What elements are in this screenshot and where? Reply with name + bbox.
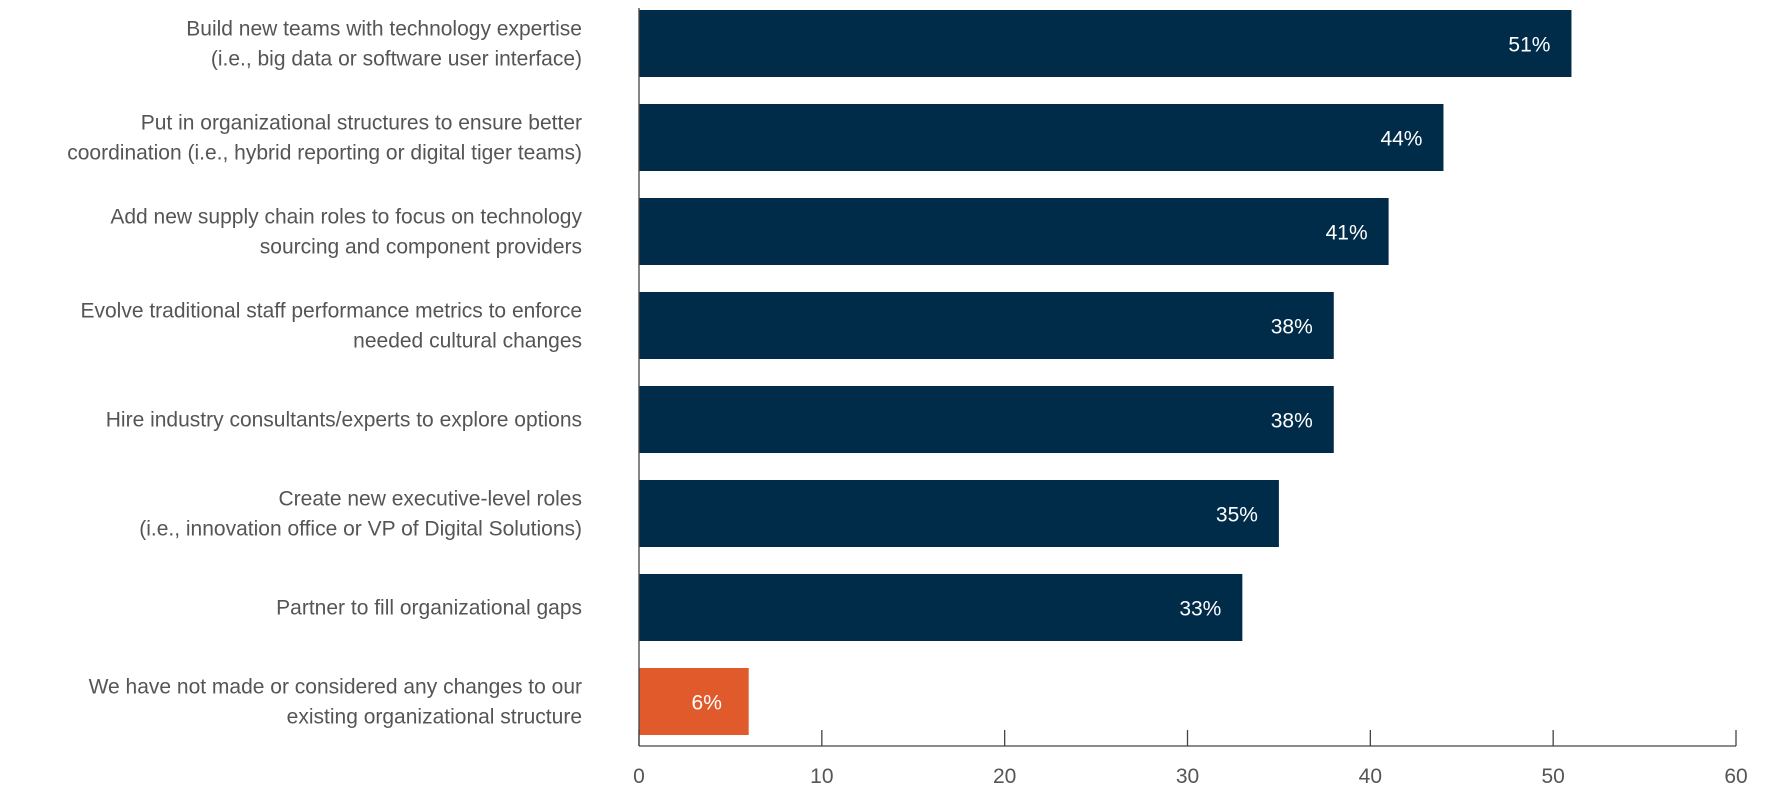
bar-8 <box>639 668 749 735</box>
category-label: needed cultural changes <box>353 330 582 353</box>
bar-6 <box>639 480 1279 547</box>
category-label: existing organizational structure <box>287 706 582 729</box>
bar-7 <box>639 574 1243 641</box>
bar-value-label: 44% <box>1380 128 1422 151</box>
bar-value-label: 35% <box>1216 504 1258 527</box>
category-label: Partner to fill organizational gaps <box>276 597 582 620</box>
category-label: sourcing and component providers <box>260 236 582 259</box>
bar-value-label: 38% <box>1271 410 1313 433</box>
bar-5 <box>639 386 1334 453</box>
category-label: We have not made or considered any chang… <box>89 676 582 699</box>
bar-4 <box>639 292 1334 359</box>
category-label: (i.e., big data or software user interfa… <box>211 48 582 71</box>
x-tick-label: 40 <box>1359 765 1382 788</box>
bar-value-label: 38% <box>1271 316 1313 339</box>
x-tick-label: 30 <box>1176 765 1199 788</box>
bar-value-label: 41% <box>1326 222 1368 245</box>
bar-value-label: 51% <box>1508 34 1550 57</box>
x-tick-label: 50 <box>1541 765 1564 788</box>
category-label: Add new supply chain roles to focus on t… <box>110 206 582 229</box>
category-label: Hire industry consultants/experts to exp… <box>106 409 582 432</box>
x-tick-label: 20 <box>993 765 1016 788</box>
bar-1 <box>639 10 1572 77</box>
category-label: coordination (i.e., hybrid reporting or … <box>67 142 582 165</box>
category-label: Evolve traditional staff performance met… <box>80 300 582 323</box>
x-tick-label: 10 <box>810 765 833 788</box>
bar-2 <box>639 104 1444 171</box>
x-axis: 0 10 20 30 40 50 60 <box>633 8 1748 788</box>
x-tick-label: 0 <box>633 765 645 788</box>
bar-value-label: 33% <box>1179 598 1221 621</box>
category-label: (i.e., innovation office or VP of Digita… <box>139 518 582 541</box>
category-label: Create new executive-level roles <box>279 488 582 511</box>
category-label: Put in organizational structures to ensu… <box>141 112 582 135</box>
x-tick-label: 60 <box>1724 765 1747 788</box>
bars-group: 51% 44% 41% 38% 38% 35% 33% 6% <box>639 10 1572 735</box>
bar-3 <box>639 198 1389 265</box>
category-label: Build new teams with technology expertis… <box>186 18 582 41</box>
bar-value-label: 6% <box>692 692 722 715</box>
category-labels-group: Build new teams with technology expertis… <box>67 18 582 729</box>
